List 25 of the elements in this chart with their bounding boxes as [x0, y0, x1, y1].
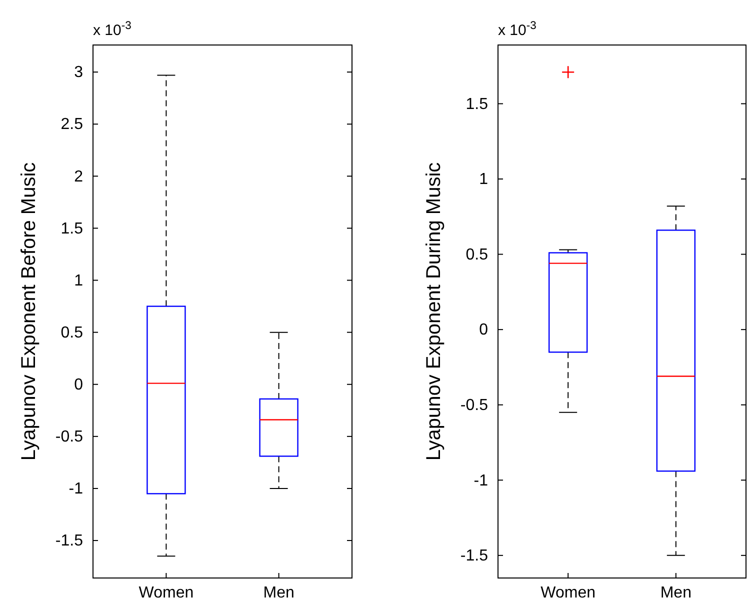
y-tick-label: 0.5: [60, 324, 84, 342]
x-tick-label: Men: [660, 584, 692, 602]
y-tick-label: -0.5: [55, 428, 84, 446]
x-tick-label: Men: [263, 584, 294, 602]
y-tick-label: 2: [74, 168, 84, 186]
y-tick-label: -1.5: [55, 532, 84, 550]
y-tick-label: 0: [74, 376, 84, 394]
y-axis-title: Lyapunov Exponent During Music: [423, 162, 445, 461]
y-tick-label: 1: [479, 171, 488, 188]
y-tick-label: 0: [479, 322, 488, 339]
x-tick-label: Women: [540, 584, 596, 602]
y-tick-label: -1.5: [460, 548, 488, 565]
y-tick-label: -1: [68, 480, 84, 498]
y-tick-label: 1: [74, 272, 84, 290]
y-tick-label: 1.5: [466, 96, 488, 113]
text: x 10$^{-3}$: [93, 20, 132, 39]
y-tick-label: 0.5: [466, 246, 488, 264]
y-tick-label: 1.5: [60, 220, 84, 238]
y-tick-label: -1: [474, 472, 488, 490]
y-axis-title: Lyapunov Exponent Before Music: [18, 162, 40, 461]
x-tick-label: Women: [138, 584, 194, 602]
y-tick-label: 2.5: [60, 116, 84, 134]
y-tick-label: -0.5: [460, 396, 488, 414]
text: x 10$^{-3}$: [498, 20, 536, 39]
y-tick-label: 3: [74, 64, 84, 82]
